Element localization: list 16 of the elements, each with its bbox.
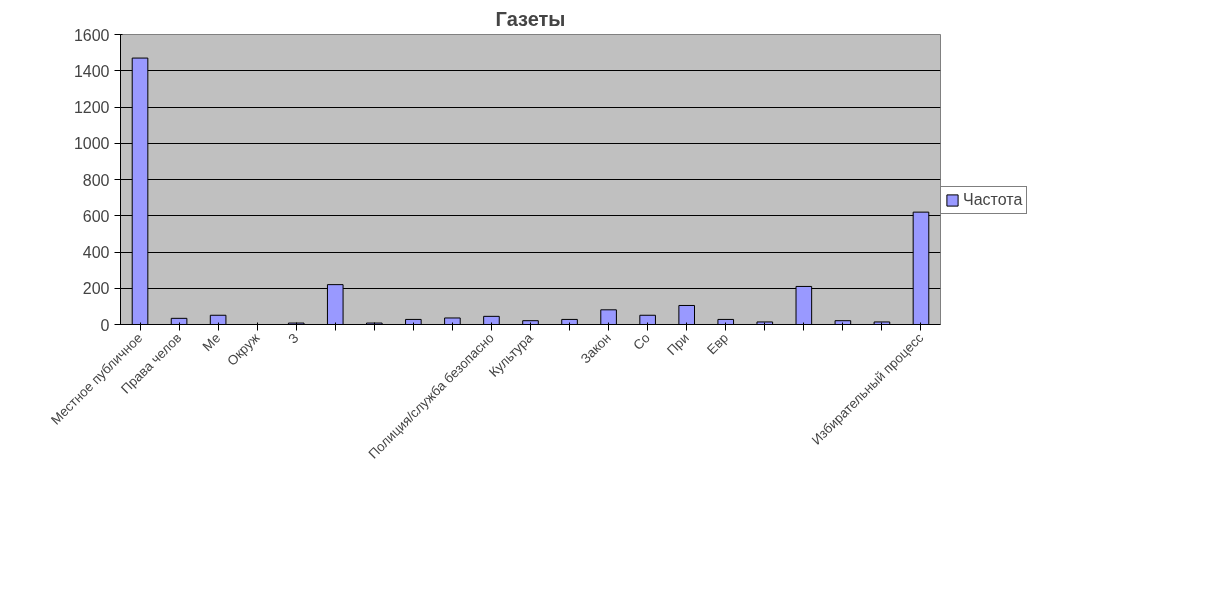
y-tick-label: 0 — [100, 316, 110, 334]
x-tick-label: Евр — [703, 330, 732, 358]
chart-title: Газеты — [495, 7, 566, 30]
x-tick-label: Ме — [199, 330, 224, 354]
y-tick-label: 400 — [82, 244, 110, 261]
y-tick-label: 1000 — [73, 135, 110, 153]
x-tick-label: З — [285, 330, 302, 347]
y-tick-label: 200 — [82, 280, 110, 298]
y-tick-label: 1600 — [73, 26, 110, 44]
x-tick-label: При — [664, 330, 692, 359]
y-tick-label: 600 — [82, 207, 110, 225]
y-tick-label: 800 — [82, 171, 110, 189]
x-tick-label: Со — [630, 330, 653, 353]
legend-label: Частота — [963, 191, 1023, 209]
y-tick-label: 1400 — [73, 62, 110, 80]
y-tick-label: 1200 — [73, 99, 110, 116]
